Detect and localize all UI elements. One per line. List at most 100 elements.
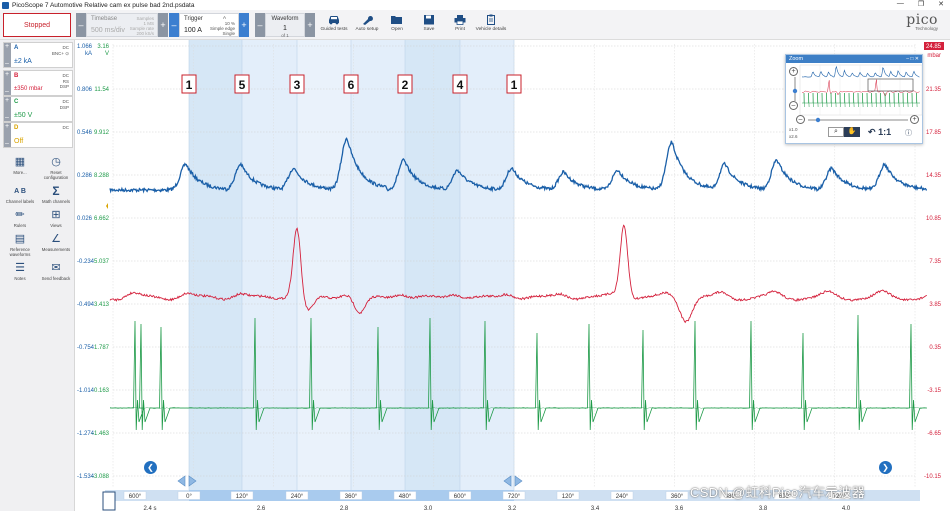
math-channels-button[interactable]: Σ Math channels <box>42 184 70 205</box>
notes-button[interactable]: ☰ Notes <box>14 262 26 281</box>
channel-a-tick-label: 0.026 <box>77 216 93 222</box>
channel-c-tick-label: 11.54 <box>94 87 109 93</box>
channel-d-card[interactable]: D Off DC <box>3 122 73 148</box>
watermark-text: CSDN @虹科Pico汽车示波器 <box>690 485 866 500</box>
channel-b-range-stepper[interactable] <box>4 71 11 95</box>
auto-setup-button[interactable]: Auto setup <box>350 13 384 37</box>
channel-c-card[interactable]: C ±50 V DC DSP <box>3 96 73 122</box>
reference-waveforms-button[interactable]: ▤ Reference waveforms <box>9 233 31 257</box>
waveform-plot[interactable]: 1 5 3 6 2 4 1 1.066 3.16 0.806 11.54 0.546 9.912 0.2… <box>75 40 950 511</box>
vertical-zoom-thumb <box>792 88 798 94</box>
time-tick-label: 2.8 <box>340 506 349 511</box>
rotation-ruler-handle <box>503 475 512 487</box>
timebase-value[interactable]: 500 ms/div <box>91 27 125 34</box>
open-label: Open <box>391 27 403 32</box>
channel-c-tick-label: -1.463 <box>92 431 110 437</box>
save-button[interactable]: Save <box>412 13 446 37</box>
print-button[interactable]: Print <box>443 13 477 37</box>
zoom-info-icon[interactable]: ⓘ <box>905 130 912 137</box>
samples-label: Samples <box>136 16 154 21</box>
waveform-previous-button[interactable]: – <box>255 13 265 37</box>
scroll-left-icon[interactable]: ❮ <box>144 461 157 474</box>
measurements-button[interactable]: ∠ Measurements <box>41 233 71 252</box>
channel-d-range-stepper[interactable] <box>4 123 11 147</box>
zoom-panel-close-icon[interactable]: – □ ✕ <box>906 56 919 62</box>
angle-label-box <box>719 491 743 500</box>
channel-c-tick-label: 6.662 <box>94 216 110 222</box>
vehicle-details-button[interactable]: Vehicle details <box>474 13 508 37</box>
channel-a-unit: kA <box>85 51 92 57</box>
angle-ruler[interactable]: 600° 0° 120° 240° 360° 480° 600° 720° 120° 240° 36… <box>105 490 920 501</box>
zoom-overview-panel[interactable]: Zoom – □ ✕ + – – + x1.0 x2.6 ⌕ ✋ ↶ 1:1 ⓘ <box>785 54 923 144</box>
guided-tests-button[interactable]: Guided tests <box>317 13 351 37</box>
title-bar: PicoScope 7 Automotive Relative cam ex p… <box>0 0 950 10</box>
zoom-reset-ratio[interactable]: ↶ 1:1 <box>868 127 891 138</box>
timebase-increase-button[interactable]: + <box>158 13 168 37</box>
angle-label: 240° <box>291 494 304 500</box>
ruler-handles[interactable] <box>102 475 523 511</box>
zoom-overview-plot[interactable] <box>786 63 924 145</box>
channel-c-name: C <box>14 99 19 105</box>
channel-c-range-stepper[interactable] <box>4 97 11 121</box>
scroll-right-icon[interactable]: ❯ <box>879 461 892 474</box>
views-button[interactable]: ⊞ Views <box>50 209 62 228</box>
angle-label: 240° <box>616 494 629 500</box>
send-feedback-button[interactable]: ✉ Send feedback <box>41 262 71 281</box>
run-stop-button[interactable]: Stopped <box>3 13 71 37</box>
ruler-icon: ✏ <box>15 209 25 221</box>
scope-view[interactable]: 1 5 3 6 2 4 1 1.066 3.16 0.806 11.54 0.546 9.912 0.2… <box>75 40 950 511</box>
angle-label-box <box>448 491 472 500</box>
channel-a-card[interactable]: A ±2 kA DC BNC+ ⊙ <box>3 42 73 68</box>
rulers-button[interactable]: ✏ Rulers <box>13 209 27 228</box>
trigger-pre-percent: 10 % <box>224 21 235 26</box>
zoom-out-horizontal-icon[interactable]: – <box>796 115 805 124</box>
trigger-value[interactable]: 100 A <box>184 27 202 34</box>
channel-a-tick-label: 1.066 <box>77 44 93 50</box>
trigger-mode[interactable]: Single <box>222 31 235 36</box>
right-axis: 24.85 21.35 17.85 14.35 10.85 7.35 3.85 0.35 -3.… <box>924 42 944 480</box>
zoom-magnifier-icon[interactable]: ⌕ <box>828 127 844 137</box>
print-label: Print <box>455 27 465 32</box>
zoom-out-vertical-icon[interactable]: – <box>789 101 798 110</box>
minimize-button[interactable]: — <box>896 0 904 7</box>
trigger-type[interactable]: Simple edge <box>209 26 235 31</box>
cylinder-marker-number: 4 <box>457 78 464 92</box>
time-tick-label: 3.2 <box>508 506 517 511</box>
more-button[interactable]: ▦ More... <box>13 156 27 175</box>
zoom-in-vertical-icon[interactable]: + <box>789 67 798 76</box>
channel-d-name: D <box>14 125 19 131</box>
zoom-in-horizontal-icon[interactable]: + <box>910 115 919 124</box>
channel-a-coupling: DC <box>62 45 70 50</box>
horizontal-zoom-thumb <box>815 117 821 123</box>
trigger-increase-button[interactable]: + <box>239 13 249 37</box>
zoom-channel-b-trace <box>801 79 920 97</box>
channel-c-tick-label: 0.163 <box>94 388 110 394</box>
channel-a-range-stepper[interactable] <box>4 43 11 67</box>
channel-b-tick-label: 17.85 <box>926 130 942 136</box>
sigma-icon: Σ <box>52 184 60 198</box>
trigger-control: – Trigger 100 A A 10 % Simple edge Singl… <box>169 13 249 37</box>
angle-label: 600° <box>454 494 467 500</box>
channel-b-tick-label: 0.35 <box>929 345 941 351</box>
channel-c-baseline-noise <box>109 406 927 410</box>
angle-label-box <box>285 491 309 500</box>
folder-icon <box>391 16 402 24</box>
timebase-decrease-button[interactable]: – <box>76 13 86 37</box>
waveform-next-button[interactable]: + <box>305 13 315 37</box>
maximize-button[interactable]: ❐ <box>917 1 925 8</box>
close-button[interactable]: ✕ <box>938 1 944 8</box>
waveform-number[interactable]: 1 <box>283 25 287 32</box>
open-button[interactable]: Open <box>380 13 414 37</box>
pan-hand-icon[interactable]: ✋ <box>844 127 860 137</box>
channel-labels-button[interactable]: A B Channel labels <box>2 185 38 204</box>
reset-configuration-button[interactable]: ◷ Reset configuration <box>43 156 69 180</box>
angle-label: 480° <box>399 494 412 500</box>
zoom-ratio-label: 1:1 <box>878 127 892 137</box>
angle-label-box <box>827 491 851 500</box>
channel-b-tick-label: 21.35 <box>926 87 942 93</box>
cylinder-marker-box <box>452 74 468 94</box>
channel-c-tick-label: 1.787 <box>94 345 110 351</box>
channel-b-card[interactable]: B ±350 mbar DC RS DSP <box>3 70 73 96</box>
trigger-decrease-button[interactable]: – <box>169 13 179 37</box>
